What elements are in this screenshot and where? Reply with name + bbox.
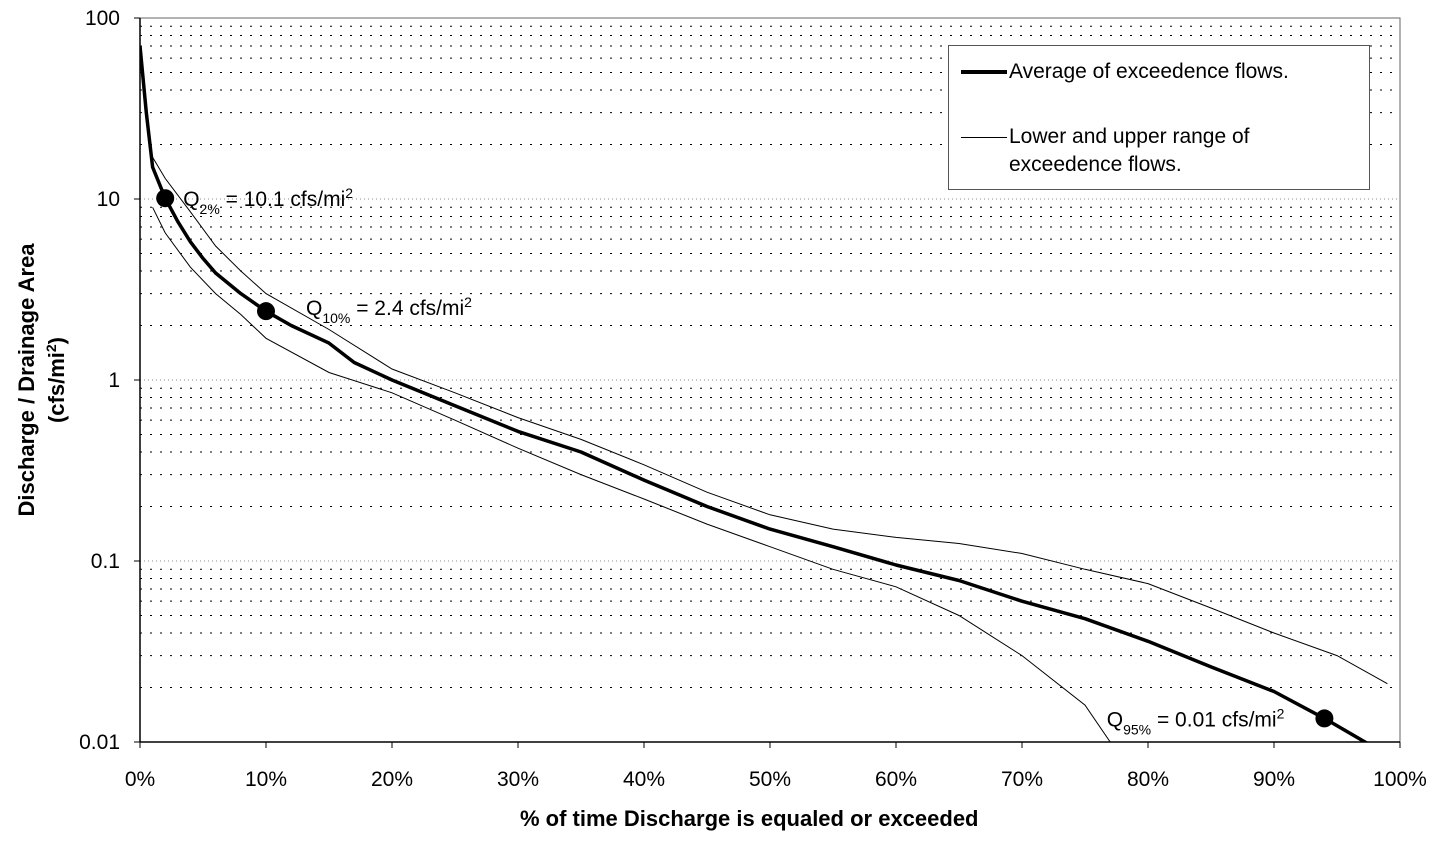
x-tick-label: 80% xyxy=(1127,768,1169,791)
annotation-part: 2% xyxy=(200,201,220,217)
x-axis-title: % of time Discharge is equaled or exceed… xyxy=(520,806,979,831)
range-upper-line xyxy=(152,157,1388,685)
unit-text: (cfs/mi xyxy=(44,352,69,423)
annotation: Q10% = 2.4 cfs/mi2 xyxy=(306,294,472,326)
legend-label: Average of exceedence flows. xyxy=(1009,60,1289,83)
annotation-part: 2 xyxy=(345,185,353,201)
x-tick-label: 10% xyxy=(245,768,287,791)
y-tick-label: 0.1 xyxy=(91,550,120,573)
y-axis-title-group: Discharge / Drainage Area (cfs/mi2) xyxy=(14,243,69,517)
annotation-part: Q xyxy=(183,188,199,211)
y-tick-label: 0.01 xyxy=(79,731,120,754)
x-tick-label: 0% xyxy=(125,768,155,791)
y-tick-label: 10 xyxy=(97,188,120,211)
annotation: Q95% = 0.01 cfs/mi2 xyxy=(1107,705,1285,737)
annotation-part: = 0.01 cfs/mi xyxy=(1151,708,1276,731)
y-tick-label: 100 xyxy=(85,7,120,30)
x-tick-label: 30% xyxy=(497,768,539,791)
x-tick-label: 90% xyxy=(1253,768,1295,791)
x-tick-label: 40% xyxy=(623,768,665,791)
annotation-part: 95% xyxy=(1123,721,1151,737)
unit-sup: 2 xyxy=(43,344,59,352)
annotation-part: = 2.4 cfs/mi xyxy=(350,297,464,320)
y-axis-unit: (cfs/mi2) xyxy=(43,337,69,423)
point-marker xyxy=(257,302,275,321)
annotation-part: = 10.1 cfs/mi xyxy=(220,188,345,211)
x-tick-label: 100% xyxy=(1373,768,1427,791)
annotation-part: Q xyxy=(306,297,322,320)
series-line xyxy=(140,45,1369,742)
point-marker xyxy=(156,189,175,208)
plot-area xyxy=(140,45,1388,742)
annotation-part: 2 xyxy=(464,294,472,310)
range-lower-line xyxy=(152,207,1111,742)
annotation-part: 2 xyxy=(1277,705,1285,721)
x-tick-label: 60% xyxy=(875,768,917,791)
x-tick-label: 70% xyxy=(1001,768,1043,791)
y-axis-title: Discharge / Drainage Area xyxy=(14,243,39,517)
legend-label: Lower and upper range of exceedence flow… xyxy=(1009,125,1250,176)
point-marker xyxy=(1315,709,1334,728)
legend-swatch xyxy=(961,136,1007,138)
annotation-part: Q xyxy=(1107,708,1123,731)
legend-swatch xyxy=(961,70,1007,74)
x-tick-label: 20% xyxy=(371,768,413,791)
annotation: Q2% = 10.1 cfs/mi2 xyxy=(183,185,353,217)
unit-text: ) xyxy=(44,337,69,344)
x-tick-label: 50% xyxy=(749,768,791,791)
annotation-part: 10% xyxy=(322,310,350,326)
y-tick-label: 1 xyxy=(108,369,120,392)
legend: Average of exceedence flows. Lower and up… xyxy=(948,45,1370,190)
